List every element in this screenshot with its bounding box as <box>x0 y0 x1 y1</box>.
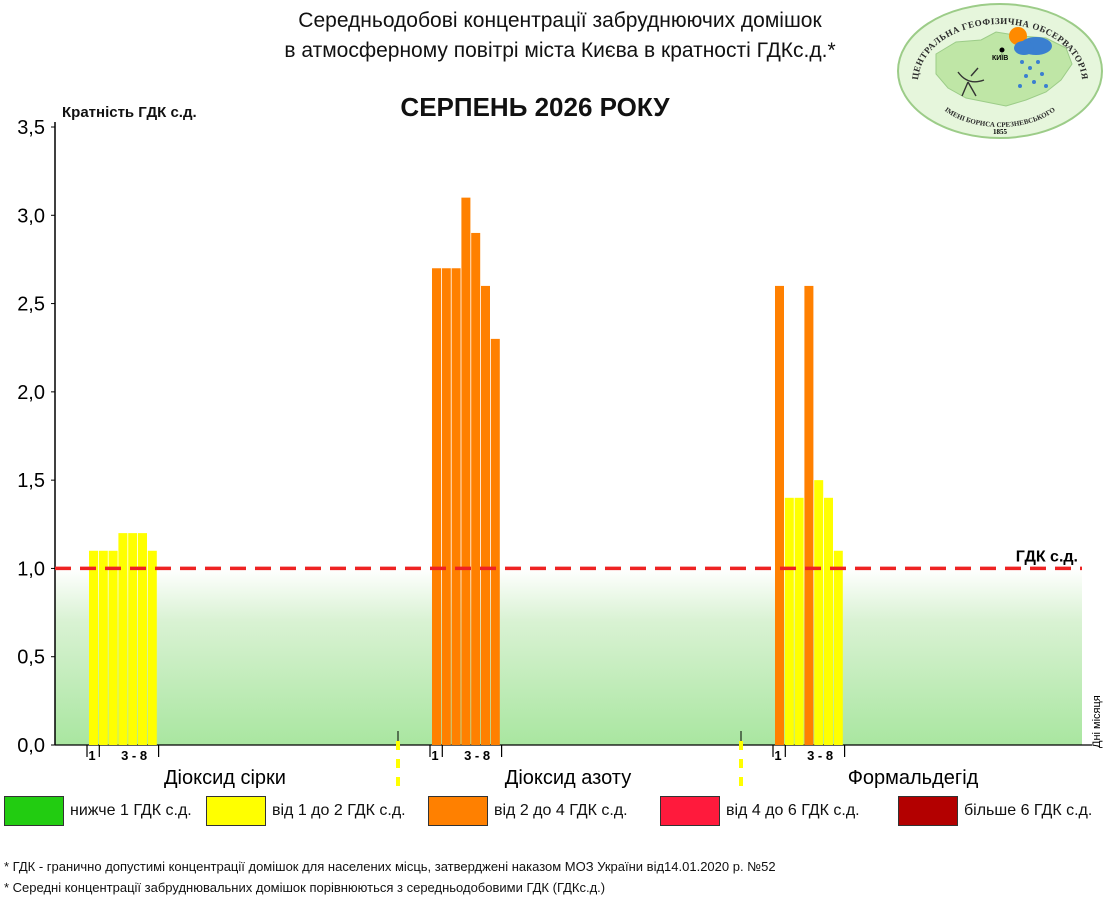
legend-label: від 1 до 2 ГДК с.д. <box>272 802 406 819</box>
bar <box>814 480 824 745</box>
below-limit-zone <box>55 568 1082 745</box>
title-line-1: Середньодобові концентрації забруднюючих… <box>298 9 822 32</box>
x-tick-label: 3 - 8 <box>464 748 490 763</box>
bar <box>471 232 481 745</box>
legend-item-1-to-2: від 1 до 2 ГДК с.д. <box>206 795 406 827</box>
title-line-2: в атмосферному повітрі міста Києва в кра… <box>284 39 836 62</box>
y-tick-label: 0,0 <box>17 735 45 757</box>
legend-item-below-1: нижче 1 ГДК с.д. <box>4 795 192 827</box>
bar-chart: 0,0 0,5 1,0 1,5 2,0 2,5 3,0 3,5 1 3 - 8 Діоксид с… <box>17 117 1103 795</box>
bar <box>833 550 843 745</box>
legend-label: нижче 1 ГДК с.д. <box>70 802 192 819</box>
group-label: Формальдегід <box>848 767 979 789</box>
legend-swatch-dark-red <box>898 796 958 826</box>
limit-line-label: ГДК с.д. <box>1016 548 1078 565</box>
y-tick-label: 2,5 <box>17 294 45 316</box>
bar <box>138 533 147 745</box>
bar <box>147 550 157 745</box>
bar <box>804 285 814 745</box>
bar <box>481 285 490 745</box>
bar <box>441 268 451 745</box>
bar <box>794 497 804 745</box>
legend-label: від 4 до 6 ГДК с.д. <box>726 802 860 819</box>
y-axis: 0,0 0,5 1,0 1,5 2,0 2,5 3,0 3,5 <box>17 117 1092 757</box>
logo-city: КИЇВ <box>992 54 1008 62</box>
bar <box>89 550 98 745</box>
observatory-logo: КИЇВ ЦЕНТРАЛЬНА ГЕОФІЗИЧНА ОБСЕРВАТОРІЯ … <box>896 2 1104 140</box>
legend-item-4-to-6: від 4 до 6 ГДК с.д. <box>660 795 860 827</box>
y-tick-label: 3,0 <box>17 205 45 227</box>
bars <box>89 197 843 746</box>
overlays: 1 3 - 8 Діоксид сірки 1 3 - 8 Діоксид азоту 1 3… <box>55 548 1103 795</box>
bar <box>128 533 138 745</box>
bar <box>490 338 500 745</box>
legend-label: більше 6 ГДК с.д. <box>964 802 1093 819</box>
footnote-1: * ГДК - гранично допустимі концентрації … <box>4 859 776 874</box>
y-tick-label: 1,5 <box>17 470 45 492</box>
chart-background <box>55 568 1082 745</box>
x-tick-label: 1 <box>431 748 438 763</box>
bar <box>118 533 128 745</box>
bar <box>461 197 471 746</box>
group-label: Діоксид сірки <box>164 767 286 789</box>
legend-swatch-green <box>4 796 64 826</box>
bar <box>98 550 108 745</box>
legend-swatch-orange <box>428 796 488 826</box>
legend-label: від 2 до 4 ГДК с.д. <box>494 802 628 819</box>
bar <box>451 268 461 745</box>
legend: нижче 1 ГДК с.д. від 1 до 2 ГДК с.д. від… <box>0 795 1118 835</box>
y-axis-label: Кратність ГДК с.д. <box>62 104 197 121</box>
x-tick-label: 3 - 8 <box>807 748 833 763</box>
y-tick-label: 3,5 <box>17 117 45 139</box>
legend-item-above-6: більше 6 ГДК с.д. <box>898 795 1092 827</box>
legend-swatch-yellow <box>206 796 266 826</box>
y-tick-label: 2,0 <box>17 382 45 404</box>
x-axis-side-label: Дні місяця <box>1091 695 1103 748</box>
y-tick-label: 1,0 <box>17 558 45 580</box>
legend-swatch-red <box>660 796 720 826</box>
group-label: Діоксид азоту <box>505 767 631 789</box>
bar <box>775 285 784 745</box>
logo-year: 1855 <box>993 128 1008 136</box>
footnote-2: * Середні концентрації забруднювальних д… <box>4 880 606 895</box>
legend-item-2-to-4: від 2 до 4 ГДК с.д. <box>428 795 628 827</box>
bar <box>784 497 794 745</box>
x-tick-label: 1 <box>774 748 781 763</box>
footnotes: * ГДК - гранично допустимі концентрації … <box>4 856 776 898</box>
x-tick-label: 1 <box>88 748 95 763</box>
bar <box>108 550 118 745</box>
chart-subtitle-month: СЕРПЕНЬ 2026 РОКУ <box>400 92 670 122</box>
y-tick-label: 0,5 <box>17 647 45 669</box>
bar <box>432 268 441 745</box>
bar <box>824 497 833 745</box>
x-tick-label: 3 - 8 <box>121 748 147 763</box>
chart-title: Середньодобові концентрації забруднюючих… <box>170 6 950 66</box>
